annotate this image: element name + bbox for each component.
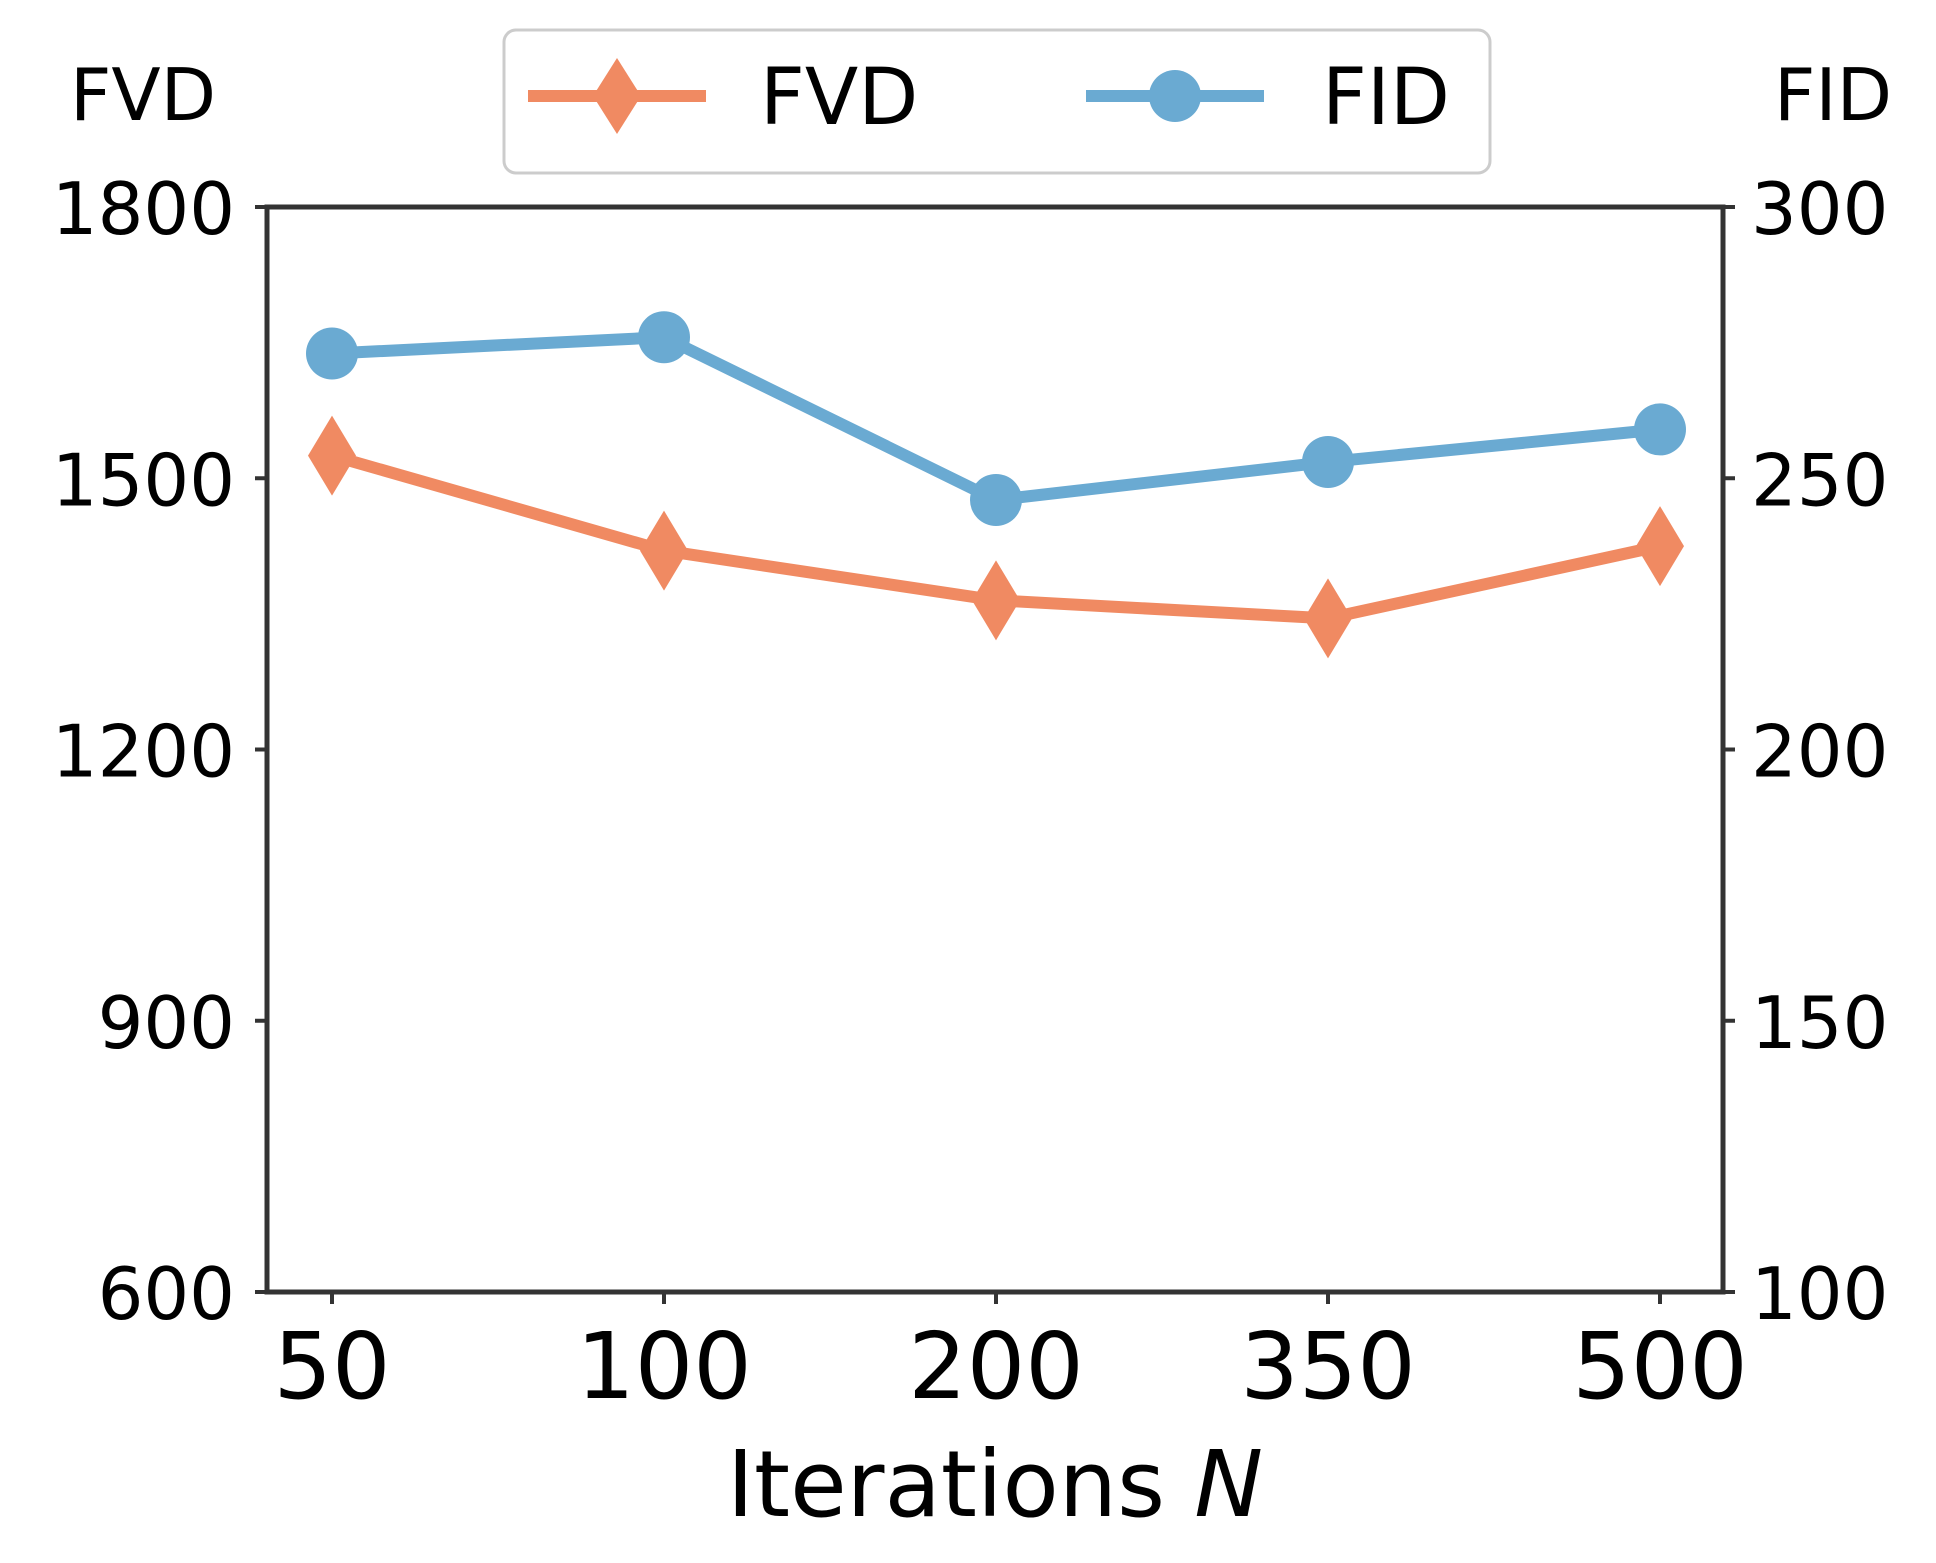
right-tick-label: 250 [1751, 438, 1888, 522]
x-axis-label: Iterations N [727, 1431, 1263, 1538]
x-tick-label: 500 [1572, 1313, 1748, 1420]
legend-frame [502, 28, 1492, 175]
left-tick-label: 1200 [52, 710, 235, 794]
right-axis-ticks: 100 150 200 250 300 [1723, 167, 1888, 1336]
legend-marker-circle-icon [1149, 70, 1201, 122]
legend: FVD FID [502, 28, 1492, 175]
legend-label-fid: FID [1322, 53, 1450, 143]
right-axis-title: FID [1774, 53, 1892, 137]
x-tick-label: 100 [576, 1313, 752, 1420]
x-axis-ticks: 50 100 200 350 500 [273, 1292, 1748, 1420]
x-axis-label-text: Iterations [727, 1431, 1165, 1538]
right-tick-label: 300 [1751, 167, 1888, 251]
left-tick-label: 900 [98, 981, 235, 1065]
data-point-fvd [1304, 578, 1352, 659]
x-tick-label: 350 [1240, 1313, 1416, 1420]
legend-marker-diamond-icon [593, 58, 641, 134]
plot-frame [264, 204, 1726, 1295]
legend-label-fvd: FVD [760, 53, 918, 143]
series-layer [306, 311, 1686, 659]
x-tick-label: 50 [273, 1313, 390, 1420]
data-point-fid [306, 327, 358, 380]
data-point-fid [1302, 435, 1354, 488]
right-tick-label: 200 [1751, 710, 1888, 794]
data-point-fid [970, 473, 1022, 526]
data-point-fvd [640, 510, 688, 591]
left-axis-title: FVD [70, 53, 216, 137]
data-point-fvd [972, 560, 1020, 641]
right-tick-label: 100 [1751, 1252, 1888, 1336]
data-point-fid [1634, 403, 1686, 456]
left-axis-ticks: 600 900 1200 1500 1800 [52, 167, 267, 1336]
data-point-fid [638, 311, 690, 364]
x-axis-label-variable: N [1194, 1431, 1263, 1538]
left-tick-label: 1500 [52, 438, 235, 522]
x-tick-label: 200 [908, 1313, 1084, 1420]
right-tick-label: 150 [1751, 981, 1888, 1065]
left-tick-label: 1800 [52, 167, 235, 251]
data-point-fvd [1636, 506, 1684, 587]
left-tick-label: 600 [98, 1252, 235, 1336]
data-point-fvd [308, 415, 356, 496]
